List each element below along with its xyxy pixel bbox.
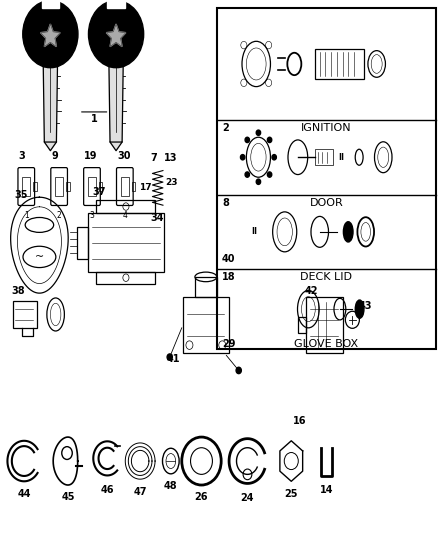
Text: 1: 1 <box>91 114 98 124</box>
Text: 30: 30 <box>117 151 131 161</box>
Text: 2: 2 <box>222 123 229 133</box>
Circle shape <box>88 1 144 68</box>
Text: 43: 43 <box>358 302 372 311</box>
Text: IGNITION: IGNITION <box>301 123 352 133</box>
Ellipse shape <box>343 222 353 242</box>
Text: DOOR: DOOR <box>309 198 343 207</box>
Text: 26: 26 <box>195 492 208 502</box>
Circle shape <box>23 1 78 68</box>
Text: 25: 25 <box>285 489 298 499</box>
Text: 42: 42 <box>304 286 318 296</box>
Bar <box>217 8 436 349</box>
Circle shape <box>272 155 276 160</box>
Text: 19: 19 <box>84 151 98 161</box>
Polygon shape <box>44 142 57 151</box>
Polygon shape <box>43 67 57 142</box>
Text: 45: 45 <box>61 492 74 502</box>
Bar <box>22 177 30 196</box>
Text: 13: 13 <box>164 152 178 163</box>
Bar <box>88 177 96 196</box>
Text: 34: 34 <box>150 213 163 223</box>
Text: 9: 9 <box>51 151 58 161</box>
Circle shape <box>240 155 245 160</box>
Text: 3: 3 <box>89 211 95 220</box>
Text: 38: 38 <box>11 286 25 296</box>
Circle shape <box>167 354 173 360</box>
Text: 8: 8 <box>222 198 229 207</box>
Text: 35: 35 <box>14 190 28 200</box>
Text: II: II <box>339 153 345 161</box>
Bar <box>96 200 155 213</box>
Text: 14: 14 <box>320 485 333 495</box>
Bar <box>107 0 125 7</box>
Text: DECK LID: DECK LID <box>300 272 352 282</box>
Text: 41: 41 <box>166 354 180 365</box>
Bar <box>55 177 63 196</box>
Bar <box>77 227 88 259</box>
Ellipse shape <box>355 300 364 318</box>
Text: 4: 4 <box>122 211 127 220</box>
Bar <box>88 213 164 272</box>
Bar <box>305 297 343 353</box>
Bar <box>195 277 217 297</box>
Circle shape <box>236 367 241 374</box>
Bar <box>33 182 37 191</box>
Circle shape <box>267 172 272 177</box>
Text: 17: 17 <box>139 183 152 192</box>
Bar <box>42 0 59 7</box>
Polygon shape <box>106 24 126 46</box>
Circle shape <box>267 137 272 142</box>
Bar <box>297 317 305 333</box>
Text: 44: 44 <box>18 489 31 499</box>
Text: II: II <box>251 228 257 236</box>
Text: 48: 48 <box>164 481 178 491</box>
Bar <box>96 272 155 284</box>
Text: 46: 46 <box>101 485 114 495</box>
Text: ~: ~ <box>35 252 44 262</box>
Text: 7: 7 <box>150 152 157 163</box>
Text: 23: 23 <box>166 178 178 187</box>
Polygon shape <box>110 142 122 151</box>
Circle shape <box>256 130 261 135</box>
Polygon shape <box>109 67 123 142</box>
Polygon shape <box>41 24 60 46</box>
Text: 3: 3 <box>18 151 25 161</box>
Circle shape <box>256 179 261 184</box>
Circle shape <box>245 172 250 177</box>
Text: 40: 40 <box>221 254 235 264</box>
Bar <box>66 182 70 191</box>
Text: GLOVE BOX: GLOVE BOX <box>294 339 358 349</box>
Text: 37: 37 <box>92 187 106 197</box>
Bar <box>183 297 229 353</box>
Text: 16: 16 <box>293 416 307 426</box>
Bar <box>121 177 129 196</box>
Text: 29: 29 <box>222 339 236 349</box>
Bar <box>13 301 37 328</box>
Text: 18: 18 <box>222 272 236 282</box>
Text: 2: 2 <box>57 211 61 220</box>
Bar <box>132 182 135 191</box>
Text: 1: 1 <box>24 211 28 220</box>
Text: 24: 24 <box>241 493 254 503</box>
Bar <box>315 49 364 79</box>
Text: 47: 47 <box>134 487 147 497</box>
Bar <box>315 149 333 165</box>
Circle shape <box>245 137 250 142</box>
Bar <box>99 182 102 191</box>
